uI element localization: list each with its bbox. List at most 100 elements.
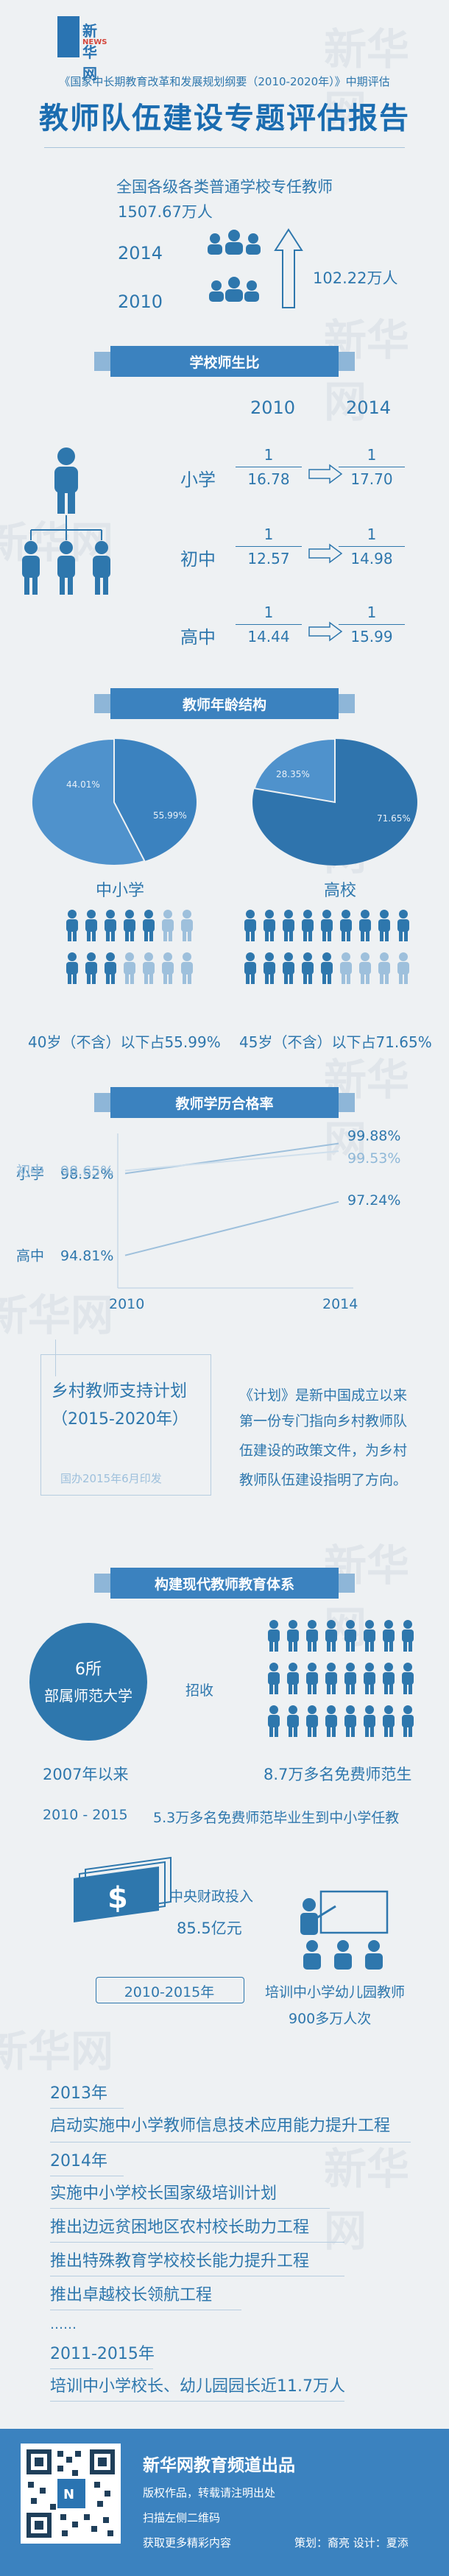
timeline-year: 2011-2015年 [50,2345,155,2363]
ratio-ribbon: 学校师生比 [110,346,339,377]
teacher-group-icon [208,230,261,302]
ratio-2014-fraction: 1 17.70 [339,446,405,488]
qualification-heading: 教师学历合格率 [175,1096,274,1112]
footer-more: 获取更多精彩内容 [143,2536,232,2550]
data-label: 98.52% [60,1166,113,1182]
ratio-heading: 学校师生比 [189,355,260,371]
age-heading: 教师年龄结构 [182,697,266,713]
series-line [124,1150,339,1172]
total-heading: 全国各级各类普通学校专任教师 [116,178,333,196]
ratio-row-label: 初中 [180,549,216,570]
qr-code-icon[interactable]: N [21,2444,121,2544]
ribbon-tail [336,694,355,713]
x-tick-label: 2010 [109,1296,144,1312]
rural-desc-2: 第一份专门指向乡村教师队 [239,1413,408,1429]
free-students: 8.7万多名免费师范生 [264,1766,412,1783]
ribbon-tail [336,352,355,371]
series-line [124,1200,339,1256]
pie-left-label: 中小学 [96,882,145,900]
timeline-year: 2014年 [50,2152,107,2170]
since-2007: 2007年以来 [43,1766,129,1783]
increase-arrow-icon [274,228,303,308]
data-label: 97.24% [347,1192,400,1209]
pie-large-label: 55.99% [153,810,187,821]
ribbon-tail [336,1093,355,1112]
system-heading: 构建现代教师教育体系 [154,1577,294,1593]
university-teacher-icons [244,910,409,984]
report-subtitle: 《国家中长期教育改革和发展规划纲要（2010-2020年）》中期评估 [59,75,390,88]
footer-copyright: 版权作品，转载请注明出处 [143,2486,276,2499]
year-2014: 2014 [118,243,163,263]
svg-text:N: N [63,2487,74,2502]
qualification-line-chart: 2010 2014 小学 98.52% 99.88% 初中 98.65% 99.53% 高中 94… [16,1128,400,1312]
rural-desc-4: 教师队伍建设指明了方向。 [239,1472,408,1488]
pie-small-label: 44.01% [66,779,100,790]
watermark: 新华网 [324,2144,410,2256]
money-stack-icon: $ [74,1856,172,1922]
period-label: 2010-2015年 [124,1984,215,2000]
data-label: 94.81% [60,1248,113,1264]
series-name: 小学 [16,1166,44,1182]
timeline-rule [50,2108,124,2109]
classroom-training-icon [300,1890,389,1970]
timeline-item: 推出边远贫困地区农村校长助力工程 [50,2218,310,2237]
ratio-2010-fraction: 1 14.44 [236,604,302,645]
timeline-item: 推出特殊教育学校校长能力提升工程 [50,2252,310,2271]
timeline-rule [50,2208,330,2209]
arrow-right-icon [308,621,343,642]
timeline-year: 2013年 [50,2084,107,2103]
series-name: 初中 [16,1164,44,1180]
system-ribbon: 构建现代教师教育体系 [110,1568,339,1599]
rural-plan-years: （2015-2020年） [52,1410,188,1429]
ratio-row-label: 高中 [180,627,216,648]
ratio-2014-fraction: 1 15.99 [339,604,405,645]
age-ribbon: 教师年龄结构 [110,688,339,719]
logo-sub: NEWS [82,38,107,46]
recruit-label: 招收 [185,1682,214,1699]
university-age-caption: 45岁（不含）以下占71.65% [239,1033,432,1051]
timeline-item: 启动实施中小学教师信息技术应用能力提升工程 [50,2117,391,2135]
age-pie-university: 28.35% 71.65% [252,737,417,866]
year-2010: 2010 [118,291,163,312]
logo-text: 新华网 [82,22,97,82]
free-student-icons [268,1620,414,1737]
ratio-2014-fraction: 1 14.98 [339,526,405,567]
timeline-ellipsis: …… [50,2317,77,2332]
ribbon-tail [94,1574,113,1593]
footer-brand: 新华网教育频道出品 [143,2456,295,2475]
k12-teacher-icons [66,910,193,984]
qualification-ribbon: 教师学历合格率 [110,1087,339,1118]
dollar-sign: $ [107,1881,128,1915]
arrow-right-icon [308,464,343,484]
watermark: 新华网 [0,2026,114,2076]
report-title: 教师队伍建设专题评估报告 [39,102,410,135]
trained-label: 培训中小学幼儿园教师 [265,1984,406,2000]
timeline-rule [50,2401,344,2402]
series-name: 高中 [16,1248,44,1264]
ratio-col-2014: 2014 [346,397,392,418]
series-line [124,1142,339,1175]
circle-line-1: 6所 [75,1660,102,1679]
pie-large-label: 71.65% [377,813,411,824]
funding-amount: 85.5亿元 [177,1919,242,1937]
watermark: 新华网 [324,24,410,136]
age-pie-k12: 44.01% 55.99% [30,737,197,866]
timeline-rule [50,2368,153,2369]
circle-line-2: 部属师范大学 [44,1687,132,1705]
teacher-students-hierarchy-icon [22,447,110,595]
watermark: 新华网 [324,315,410,427]
rural-desc-1: 《计划》是新中国成立以来 [239,1387,408,1404]
ribbon-tail [94,694,113,713]
timeline-item: 实施中小学校长国家级培训计划 [50,2184,277,2203]
graduates-text: 5.3万多名免费师范毕业生到中小学任教 [153,1810,400,1826]
data-label: 99.53% [347,1150,400,1167]
timeline-item: 推出卓越校长领航工程 [50,2286,213,2304]
footer-credits: 策划：裔亮 设计：夏添 [294,2536,409,2550]
ratio-2010-fraction: 1 16.78 [236,446,302,488]
funding-label: 中央财政投入 [169,1889,254,1905]
rural-plan-box [40,1354,211,1496]
trained-amount: 900多万人次 [289,2011,372,2027]
box-decoration [55,1340,56,1376]
increase-value: 102.22万人 [313,269,398,287]
rural-desc-3: 伍建设的政策文件，为乡村 [239,1443,408,1459]
